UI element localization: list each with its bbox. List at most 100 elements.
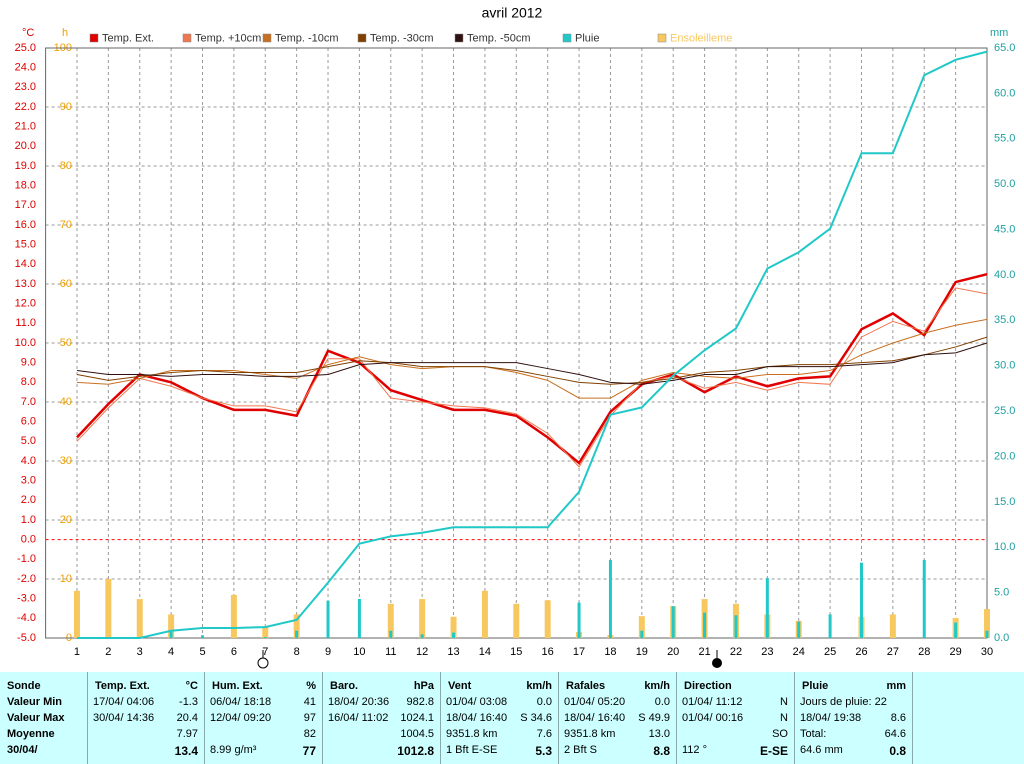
cell-value: 97: [303, 712, 316, 724]
legend-swatch: [562, 33, 572, 43]
y-unit: °C: [22, 27, 34, 39]
sunshine-bar: [419, 599, 426, 638]
rain-bar: [169, 630, 173, 638]
y3-tick-label: 10: [60, 573, 72, 585]
cell-label: 12/04/ 09:20: [210, 712, 272, 724]
y3-tick-label: 90: [60, 101, 72, 113]
y-tick-label: 16.0: [15, 219, 36, 231]
rain-bar: [765, 578, 769, 638]
sunshine-bar: [262, 626, 269, 638]
x-tick-label: 5: [199, 646, 205, 658]
cell-value: 1004.5: [400, 728, 434, 740]
cell-label: 9351.8 km: [446, 728, 498, 740]
y3-tick-label: 60: [60, 278, 72, 290]
rain-bar: [671, 606, 675, 638]
x-tick-label: 15: [510, 646, 522, 658]
x-tick-label: 25: [824, 646, 836, 658]
cell-label: 17/04/ 04:06: [93, 696, 155, 708]
column-header: Pluie: [802, 680, 829, 692]
x-tick-label: 20: [667, 646, 679, 658]
column-unit: km/h: [644, 680, 670, 692]
column-unit: mm: [886, 680, 906, 692]
table-column: Vent km/h 01/04/ 03:08 0.0 18/04/ 16:40 S 34.…: [441, 672, 559, 764]
y2-tick-label: 40.0: [994, 269, 1015, 281]
legend-label: Ensoleilleme: [670, 32, 732, 44]
y2-tick-label: 65.0: [994, 42, 1015, 54]
cell-value: 41: [303, 696, 316, 708]
table-column: Sonde Valeur Min Valeur Max Moyenne 30/04/: [0, 672, 88, 764]
y3-tick-label: 30: [60, 455, 72, 467]
x-tick-label: 19: [636, 646, 648, 658]
y-tick-label: 13.0: [15, 278, 36, 290]
x-tick-label: 3: [137, 646, 143, 658]
sunshine-bar: [293, 614, 300, 638]
x-tick-label: 27: [887, 646, 899, 658]
rain-bar: [263, 637, 267, 638]
legend-label: Temp. -50cm: [467, 32, 531, 44]
y2-tick-label: 20.0: [994, 450, 1015, 462]
y-tick-label: -1.0: [17, 553, 36, 565]
y-tick-label: 20.0: [15, 140, 36, 152]
cell-value: S 34.6: [520, 712, 552, 724]
cell-value: 77: [302, 744, 316, 758]
sunshine-bar: [984, 609, 990, 638]
cell-label: Valeur Min: [7, 696, 63, 708]
y3-tick-label: 20: [60, 514, 72, 526]
legend-label: Temp. Ext.: [102, 32, 154, 44]
chart-title: avril 2012: [482, 5, 543, 21]
cell-value: SO: [772, 728, 788, 740]
x-tick-label: 24: [793, 646, 805, 658]
legend-swatch: [357, 33, 367, 43]
sunshine-bar: [481, 590, 488, 638]
x-tick-label: 14: [479, 646, 491, 658]
y2-tick-label: 50.0: [994, 178, 1015, 190]
y-tick-label: 2.0: [21, 494, 36, 506]
column-header: Direction: [684, 680, 732, 692]
x-tick-label: 22: [730, 646, 742, 658]
sunshine-bar: [105, 579, 112, 638]
y2-tick-label: 5.0: [994, 587, 1009, 599]
cell-value: -1.3: [179, 696, 198, 708]
rain-bar: [859, 562, 863, 638]
x-tick-label: 2: [105, 646, 111, 658]
rain-bar: [985, 630, 989, 638]
series-line: [76, 342, 988, 385]
y-tick-label: 17.0: [15, 199, 36, 211]
cell-value: 13.4: [174, 744, 198, 758]
legend-label: Temp. -10cm: [275, 32, 339, 44]
rain-bar: [922, 559, 926, 638]
y2-tick-label: 25.0: [994, 405, 1015, 417]
y2-unit: mm: [990, 27, 1008, 39]
column-unit: hPa: [413, 680, 434, 692]
cell-value: 7.6: [536, 728, 552, 740]
y-tick-label: 7.0: [21, 396, 36, 408]
cell-label: 01/04/ 03:08: [446, 696, 508, 708]
cell-value: 0.0: [654, 696, 670, 708]
y-tick-label: -2.0: [17, 573, 36, 585]
sunshine-bar: [638, 616, 645, 638]
x-tick-label: 1: [74, 646, 80, 658]
y-tick-label: 9.0: [21, 357, 36, 369]
y-tick-label: 19.0: [15, 160, 36, 172]
y3-tick-label: 80: [60, 160, 72, 172]
y2-tick-label: 0.0: [994, 632, 1009, 644]
cell-label: 9351.8 km: [564, 728, 616, 740]
rain-bar: [703, 612, 707, 638]
rain-bar: [389, 630, 393, 638]
x-tick-label: 18: [604, 646, 616, 658]
x-tick-label: 8: [294, 646, 300, 658]
x-tick-label: 10: [353, 646, 365, 658]
y-tick-label: 3.0: [21, 475, 36, 487]
column-unit: km/h: [526, 680, 552, 692]
legend-label: Pluie: [575, 32, 599, 44]
column-header: Sonde: [7, 680, 41, 692]
y-tick-label: -4.0: [17, 612, 36, 624]
cell-label: 18/04/ 16:40: [446, 712, 508, 724]
legend-swatch: [454, 33, 464, 43]
y2-tick-label: 55.0: [994, 133, 1015, 145]
y2-tick-label: 30.0: [994, 360, 1015, 372]
y-tick-label: 22.0: [15, 101, 36, 113]
y-tick-label: 11.0: [15, 317, 36, 329]
cell-label: Jours de pluie: 22: [800, 696, 887, 708]
rain-bar: [828, 614, 832, 638]
